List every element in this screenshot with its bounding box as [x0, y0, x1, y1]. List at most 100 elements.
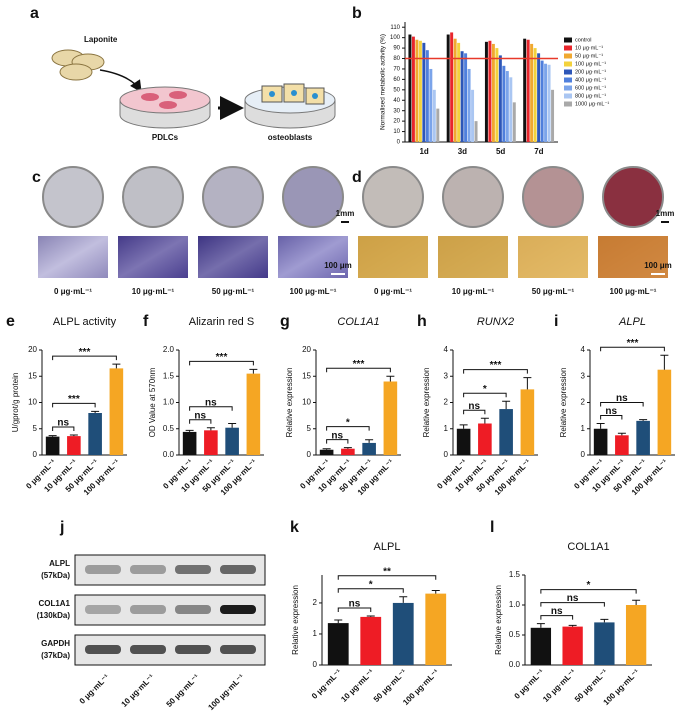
significance-bracket — [463, 409, 486, 415]
bar — [530, 43, 534, 143]
error-bar — [185, 429, 194, 432]
y-tick-label: 2 — [581, 398, 586, 407]
culture-dish — [522, 166, 584, 228]
y-tick-label: 80 — [393, 56, 400, 62]
significance-label: ** — [383, 566, 391, 577]
error-bar — [660, 354, 669, 370]
bar — [478, 423, 492, 455]
bar — [67, 436, 81, 455]
legend-label: 200 μg·mL⁻¹ — [575, 69, 606, 75]
legend-label: 800 μg·mL⁻¹ — [575, 93, 606, 99]
y-tick-label: 0.5 — [509, 630, 521, 639]
significance-label: * — [587, 580, 591, 591]
bar — [593, 428, 608, 455]
error-bar — [322, 448, 331, 450]
bar — [512, 102, 516, 142]
error-bar — [386, 375, 395, 382]
bar — [45, 436, 60, 455]
significance-bracket — [600, 346, 665, 352]
error-bar — [343, 447, 352, 449]
significance-label: *** — [627, 338, 639, 349]
x-tick-label: 10 μg·mL⁻¹ — [339, 667, 376, 704]
x-tick-label: 10 μg·mL⁻¹ — [541, 667, 578, 704]
y-tick-label: 0.0 — [509, 660, 521, 669]
bar — [392, 602, 414, 665]
bar — [182, 431, 197, 455]
condition-label: 10 μg·mL⁻¹ — [452, 287, 495, 296]
significance-label: ns — [567, 593, 579, 604]
bar — [544, 63, 548, 142]
micrograph-tint — [358, 236, 428, 278]
micrograph-tint — [118, 236, 188, 278]
y-tick-label: 1.5 — [509, 570, 521, 579]
x-tick-label: 7d — [534, 147, 543, 156]
x-tick-label: 3d — [458, 147, 467, 156]
y-tick-label: 2 — [444, 398, 449, 407]
micrograph-tint — [518, 236, 588, 278]
panel-letter: k — [290, 519, 299, 536]
bar — [547, 64, 551, 142]
bar — [446, 34, 450, 142]
y-tick-label: 0.5 — [163, 424, 175, 433]
arrow — [99, 69, 142, 93]
error-bar — [523, 377, 532, 390]
y-axis-label: Relative expression — [422, 368, 431, 438]
blot-band — [130, 605, 166, 614]
y-axis-label: Relative expression — [494, 585, 503, 655]
significance-label: * — [346, 417, 350, 428]
y-tick-label: 5 — [307, 424, 312, 433]
blot-band — [175, 605, 211, 614]
error-bar — [69, 434, 78, 437]
y-tick-label: 1.0 — [163, 398, 175, 407]
panel-letter: e — [6, 313, 15, 330]
y-axis-label: Relative expression — [291, 585, 300, 655]
significance-bracket — [540, 602, 605, 607]
culture-dish — [202, 166, 264, 228]
significance-bracket — [337, 607, 372, 612]
error-bar — [639, 419, 648, 421]
significance-label: *** — [216, 352, 228, 363]
bar — [453, 38, 457, 143]
bar — [204, 430, 218, 455]
y-tick-label: 20 — [302, 345, 311, 354]
blot-band — [130, 645, 166, 654]
blot-band — [85, 645, 121, 654]
significance-label: ns — [551, 606, 563, 617]
x-tick-label: 1d — [419, 147, 428, 156]
y-tick-label: 20 — [393, 119, 400, 125]
material-label: Laponite — [84, 35, 118, 44]
band-size: (37kDa) — [41, 651, 70, 660]
y-tick-label: 3 — [444, 371, 449, 380]
bar — [657, 369, 672, 455]
error-bar — [399, 596, 408, 603]
scale-label: 100 μm — [324, 261, 352, 270]
error-bar — [431, 590, 440, 594]
culture-dish — [42, 166, 104, 228]
significance-label: ns — [205, 397, 217, 408]
bar — [456, 428, 471, 455]
significance-label: ns — [468, 401, 480, 412]
panel-letter: d — [352, 169, 362, 186]
blot-band — [175, 565, 211, 574]
bar — [562, 626, 583, 665]
error-bar — [249, 368, 258, 374]
panel-letter: c — [32, 169, 41, 186]
error-bar — [600, 618, 609, 623]
error-bar — [112, 363, 121, 369]
bar — [474, 121, 478, 142]
bar — [526, 39, 530, 142]
band-size: (130kDa) — [37, 611, 71, 620]
condition-label: 100 μg·mL⁻¹ — [610, 287, 657, 296]
legend-label: 100 μg·mL⁻¹ — [575, 61, 606, 67]
bar — [457, 42, 461, 142]
bar — [436, 108, 440, 142]
bar — [498, 55, 502, 142]
bar — [471, 89, 475, 142]
y-tick-label: 5 — [33, 424, 38, 433]
y-tick-label: 20 — [28, 345, 37, 354]
significance-bracket — [189, 419, 212, 424]
band-size: (57kDa) — [41, 571, 70, 580]
bar — [319, 449, 334, 455]
